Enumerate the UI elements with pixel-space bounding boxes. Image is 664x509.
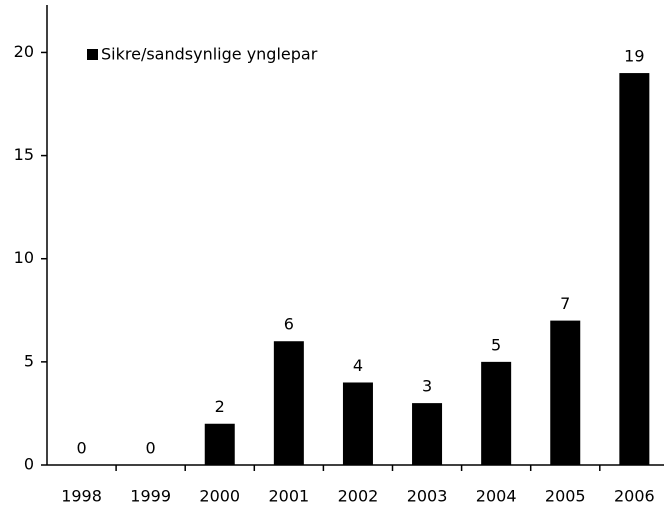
legend-label: Sikre/sandsynlige ynglepar (101, 45, 318, 64)
data-label: 5 (491, 335, 501, 354)
legend-swatch (87, 49, 98, 60)
data-label: 4 (353, 356, 363, 375)
x-tick-label: 2005 (545, 487, 586, 506)
y-tick-label: 20 (14, 42, 34, 61)
data-label: 0 (146, 439, 156, 458)
bar (204, 423, 235, 465)
data-label: 19 (624, 47, 644, 66)
bar (619, 73, 650, 465)
data-label: 2 (215, 397, 225, 416)
x-tick-label: 2002 (338, 487, 379, 506)
data-label: 7 (560, 294, 570, 313)
x-tick-label: 2004 (476, 487, 517, 506)
x-tick-label: 2006 (614, 487, 655, 506)
data-label: 0 (76, 439, 86, 458)
x-tick-label: 1999 (130, 487, 171, 506)
bar (342, 382, 373, 465)
bar (412, 403, 443, 465)
x-tick-label: 1998 (61, 487, 102, 506)
data-label: 6 (284, 315, 294, 334)
bar (550, 320, 581, 465)
data-label: 3 (422, 377, 432, 396)
y-tick-label: 15 (14, 145, 34, 164)
y-tick-label: 5 (24, 351, 34, 370)
bar (273, 341, 304, 465)
y-tick-label: 10 (14, 248, 34, 267)
y-tick-label: 0 (24, 455, 34, 474)
x-tick-label: 2000 (199, 487, 240, 506)
x-tick-label: 2001 (268, 487, 309, 506)
x-tick-label: 2003 (407, 487, 448, 506)
bar (481, 361, 512, 465)
